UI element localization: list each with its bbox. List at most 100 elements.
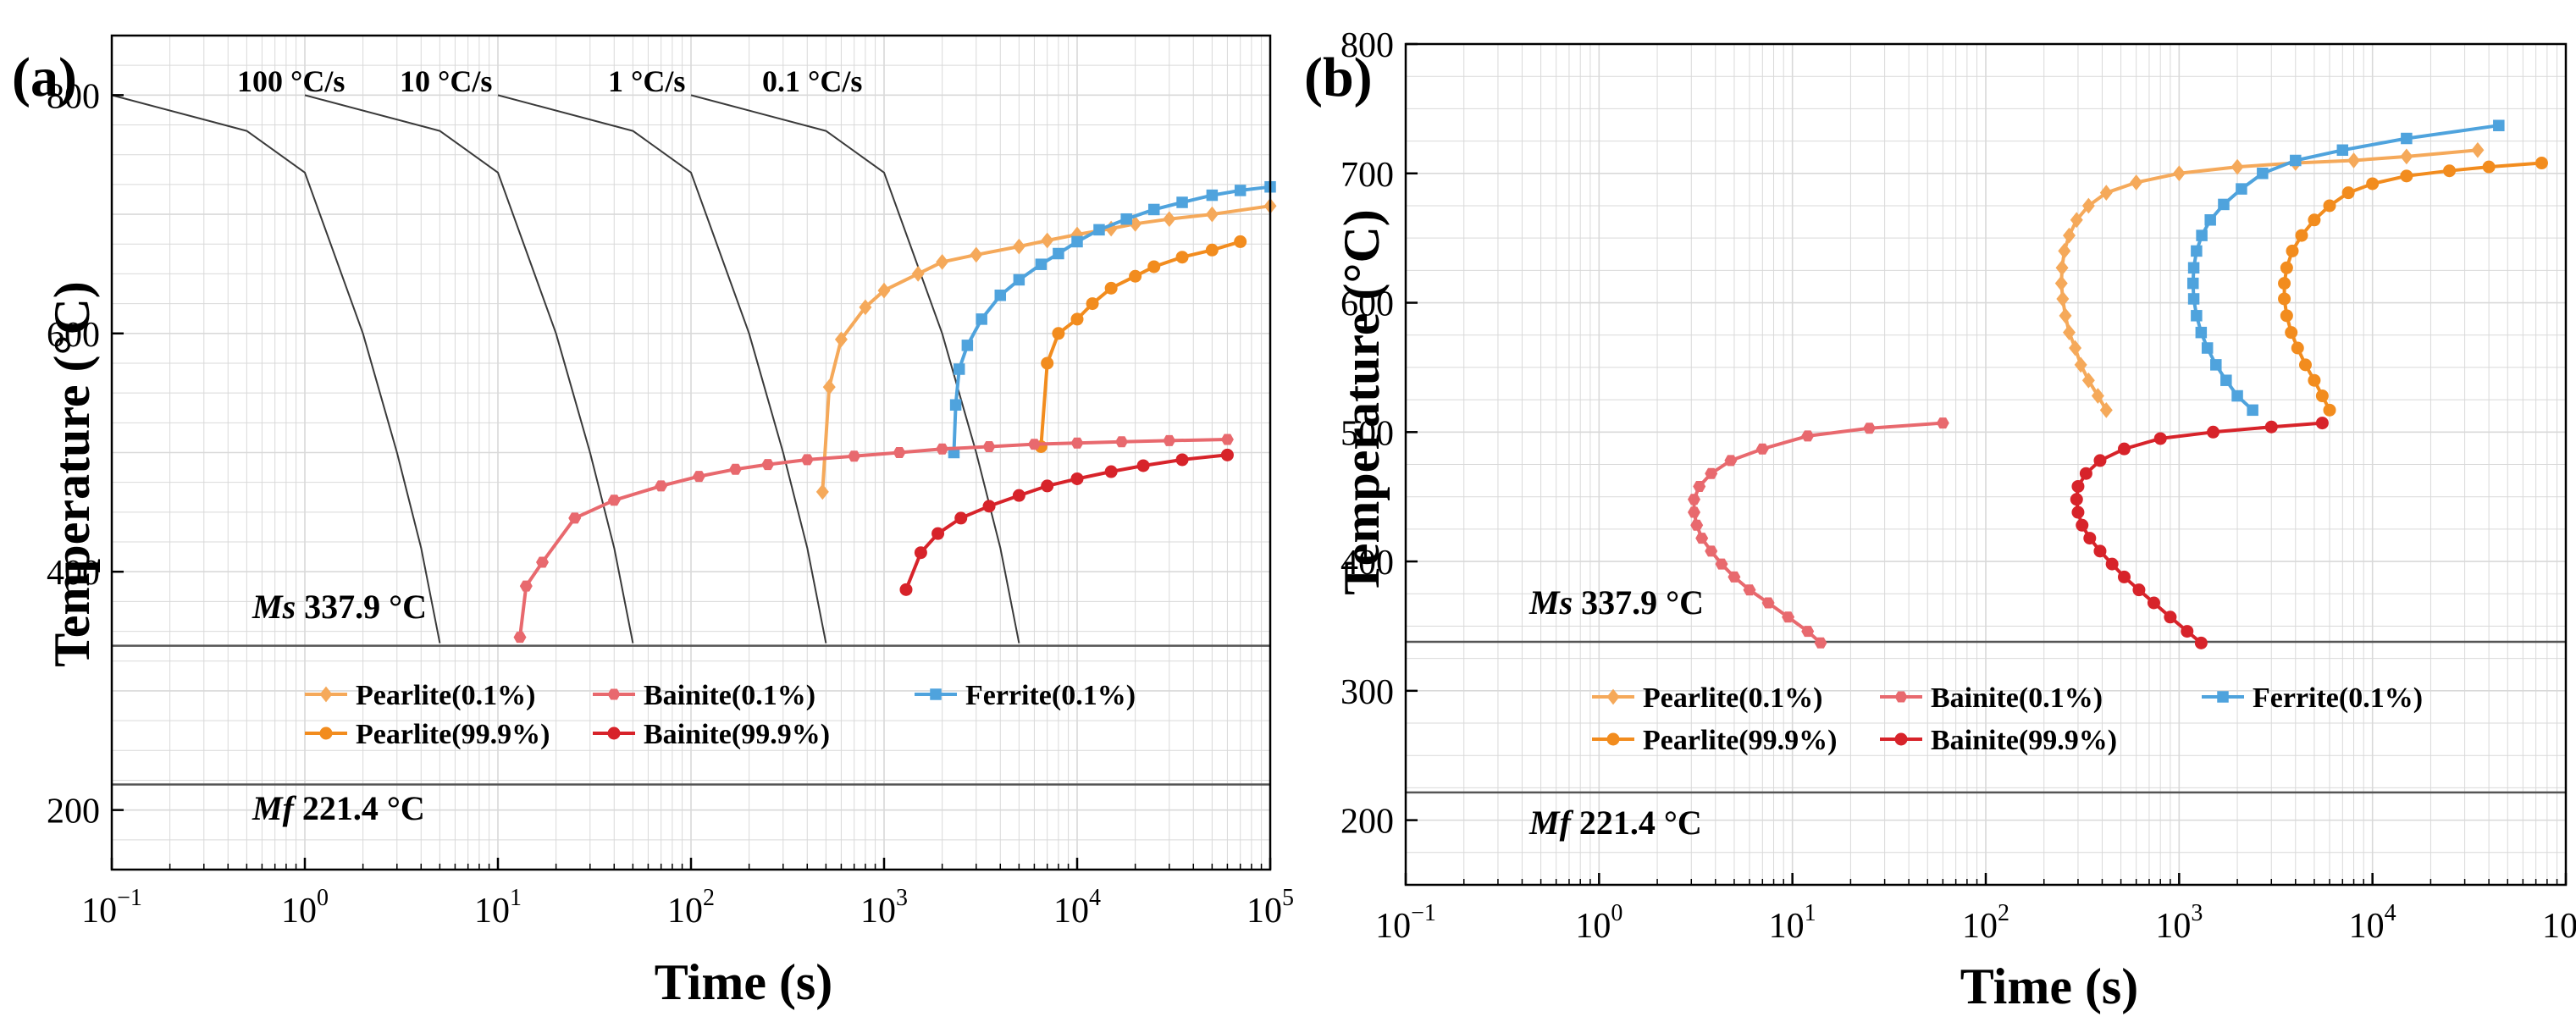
tick-base: 10 — [281, 892, 317, 931]
mf-label-b: Mf 221.4 °C — [1528, 804, 1702, 842]
data-point-bainite-0-1-a — [519, 580, 533, 592]
tick-exponent: 5 — [1282, 885, 1294, 911]
data-point-bainite-0-1-a — [655, 480, 668, 492]
data-point-pearlite-99-9-b — [2278, 277, 2291, 290]
data-point-ferrite-0-1-b — [2336, 144, 2349, 157]
data-point-bainite-0-1-b — [1743, 584, 1756, 596]
data-point-ferrite-0-1-b — [2247, 404, 2258, 417]
grid-b — [1405, 43, 2566, 886]
legend-label: Pearlite(0.1%) — [1643, 682, 1822, 714]
data-point-ferrite-0-1-a — [1013, 273, 1025, 286]
data-point-pearlite-0-1-a — [911, 266, 925, 282]
tick-exponent: −1 — [117, 885, 142, 911]
ms-label-a-italic: Ms — [252, 588, 296, 626]
data-point-bainite-99-9-a — [914, 546, 927, 560]
data-point-pearlite-0-1-b — [2400, 148, 2413, 165]
data-point-pearlite-0-1-b — [2347, 152, 2361, 168]
data-point-bainite-0-1-a — [1163, 434, 1176, 446]
ms-label-a: Ms 337.9 °C — [252, 588, 427, 626]
data-point-bainite-99-9-b — [2079, 467, 2092, 480]
data-point-pearlite-0-1-a — [1163, 211, 1176, 228]
data-point-bainite-99-9-b — [2083, 532, 2097, 545]
data-point-ferrite-0-1-b — [2290, 154, 2302, 167]
cooling-curve-1-c-s — [497, 94, 827, 644]
data-point-ferrite-0-1-b — [2201, 342, 2214, 354]
legend-swatch-marker — [1606, 688, 1620, 705]
x-tick-label-a: 100 — [281, 885, 329, 931]
tick-exponent: 3 — [896, 885, 908, 911]
y-tick-label-b: 600 — [1341, 285, 1394, 324]
data-point-pearlite-0-1-b — [2070, 212, 2083, 229]
tick-exponent: 2 — [1998, 900, 2009, 926]
mf-label-b-italic: Mf — [1528, 804, 1574, 842]
tick-exponent: 0 — [317, 885, 329, 911]
data-point-pearlite-0-1-a — [877, 282, 891, 299]
data-point-bainite-0-1-a — [1070, 437, 1084, 449]
data-point-pearlite-0-1-b — [2231, 158, 2244, 175]
tick-exponent: 1 — [510, 885, 522, 911]
data-point-bainite-99-9-b — [2070, 493, 2083, 506]
data-point-pearlite-99-9-b — [2366, 177, 2380, 191]
data-point-bainite-0-1-a — [607, 494, 621, 506]
legend-item-pearlite-99-9-a: Pearlite(99.9%) — [305, 719, 550, 750]
cooling-curve-10-c-s — [304, 94, 634, 644]
data-point-bainite-99-9-b — [2147, 596, 2160, 610]
tick-base: 10 — [860, 892, 896, 931]
series-bainite-0-1-b — [1688, 417, 1949, 649]
grid-a — [111, 35, 1270, 870]
plot-area-a — [111, 94, 1277, 786]
data-point-pearlite-99-9-b — [2280, 261, 2293, 274]
tick-exponent: 1 — [1805, 900, 1816, 926]
axis-ticks-b: 10−1100101102103104105200300400500600700… — [1341, 26, 2576, 946]
data-point-ferrite-0-1-a — [994, 290, 1007, 301]
tick-base: 10 — [474, 892, 510, 931]
data-point-bainite-99-9-b — [2071, 479, 2085, 493]
x-tick-label-b: 102 — [1962, 900, 2009, 946]
panel-b: (b) 10−110010110210310410520030040050060… — [1304, 26, 2576, 1014]
legend-label: Pearlite(0.1%) — [356, 680, 535, 711]
mf-label-a-rest: 221.4 °C — [294, 789, 425, 827]
data-point-pearlite-99-9-b — [2315, 389, 2329, 403]
data-point-bainite-99-9-b — [2194, 636, 2208, 649]
data-point-pearlite-0-1-b — [2471, 141, 2485, 158]
series-bainite-99-9-a — [899, 448, 1234, 596]
data-point-bainite-0-1-b — [1688, 506, 1700, 518]
data-point-bainite-99-9-a — [1104, 465, 1118, 478]
data-point-pearlite-99-9-b — [2482, 160, 2496, 174]
data-point-pearlite-99-9-a — [1104, 281, 1118, 295]
y-tick-label-b: 400 — [1341, 544, 1394, 583]
data-point-ferrite-0-1-b — [2220, 374, 2232, 386]
x-tick-label-a: 104 — [1053, 885, 1101, 931]
data-point-bainite-99-9-a — [1070, 472, 1084, 485]
cooling-label-0-1: 0.1 °C/s — [762, 64, 862, 98]
data-point-ferrite-0-1-b — [2196, 229, 2208, 241]
y-tick-label-a: 200 — [47, 793, 100, 831]
data-point-pearlite-0-1-b — [2058, 243, 2071, 259]
x-tick-label-a: 101 — [474, 885, 522, 931]
data-point-pearlite-0-1-b — [2172, 165, 2186, 182]
data-point-bainite-99-9-b — [2071, 505, 2085, 519]
data-point-bainite-0-1-a — [893, 447, 906, 458]
tick-base: 10 — [2349, 907, 2385, 946]
data-point-bainite-99-9-a — [1220, 448, 1234, 461]
data-point-bainite-99-9-b — [2153, 432, 2167, 445]
legend-label: Bainite(0.1%) — [1931, 682, 2103, 714]
data-point-pearlite-0-1-b — [2091, 388, 2104, 404]
data-point-pearlite-0-1-b — [2130, 174, 2143, 191]
data-point-bainite-0-1-b — [1724, 455, 1738, 467]
ms-label-b: Ms 337.9 °C — [1528, 583, 1704, 621]
tick-base: 10 — [1247, 892, 1282, 931]
data-point-pearlite-99-9-b — [2400, 169, 2413, 183]
data-point-bainite-0-1-a — [692, 471, 705, 483]
tick-base: 10 — [1053, 892, 1089, 931]
data-point-ferrite-0-1-a — [953, 363, 965, 375]
data-point-ferrite-0-1-a — [1053, 247, 1064, 260]
legend-swatch-marker — [607, 726, 621, 740]
ms-label-b-italic: Ms — [1528, 583, 1573, 621]
legend-item-ferrite-0-1-a: Ferrite(0.1%) — [915, 680, 1136, 711]
data-point-pearlite-99-9-b — [2280, 309, 2293, 323]
data-point-bainite-99-9-a — [954, 511, 968, 525]
legend-swatch-marker — [1894, 732, 1908, 746]
y-tick-label-b: 800 — [1341, 26, 1394, 65]
data-point-bainite-0-1-b — [1688, 494, 1700, 505]
